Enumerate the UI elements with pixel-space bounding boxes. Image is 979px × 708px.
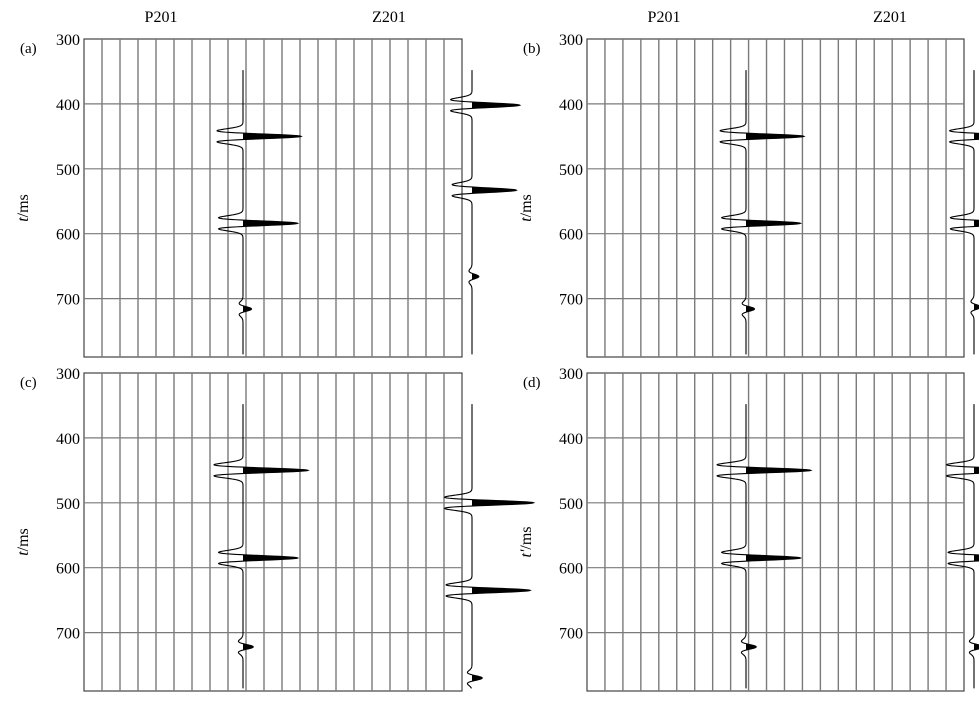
trace-z201 — [449, 70, 522, 355]
trace-fill — [974, 133, 979, 311]
y-tick-label: 400 — [559, 97, 583, 114]
trace-fill — [746, 467, 811, 651]
y-tick-label: 600 — [56, 561, 80, 578]
trace-fill — [243, 133, 302, 313]
trace-p201 — [719, 70, 806, 355]
trace-line — [945, 404, 979, 689]
plot-frame — [83, 38, 463, 358]
y-tick-label: 700 — [559, 292, 583, 309]
y-tick-label: 400 — [56, 97, 80, 114]
trace-line — [716, 404, 813, 689]
y-tick-label: 300 — [56, 366, 80, 383]
plot-frame — [586, 372, 965, 692]
y-tick-label: 400 — [559, 431, 583, 448]
y-tick-label: 600 — [559, 227, 583, 244]
plot-frame — [586, 38, 965, 358]
panel-label: (d) — [523, 375, 541, 391]
panel-c: 300 400 500 600 700 (c) t/ms — [15, 366, 536, 692]
trace-fill — [472, 102, 520, 280]
trace-z201 — [945, 404, 979, 689]
y-axis-label: t/ms — [15, 194, 32, 222]
plot-frame — [83, 372, 463, 692]
trace-fill — [472, 499, 534, 682]
panel-label: (b) — [523, 41, 541, 57]
trace-fill — [974, 467, 979, 651]
y-tick-label: 500 — [56, 162, 80, 179]
series-header-p201-left: P201 — [145, 9, 178, 26]
trace-p201 — [213, 404, 310, 689]
trace-line — [213, 404, 310, 689]
y-tick-label: 500 — [56, 496, 80, 513]
panel-a: 300 400 500 600 700 (a) t/ms — [15, 32, 522, 358]
y-axis-label: t/ms — [15, 528, 32, 556]
y-tick-label: 600 — [559, 561, 583, 578]
series-header-z201-right: Z201 — [873, 9, 907, 26]
trace-line — [449, 70, 522, 355]
series-header-z201-left: Z201 — [372, 9, 406, 26]
trace-p201 — [716, 404, 813, 689]
panel-b: 300 400 500 600 700 (b) t/ms — [518, 32, 979, 358]
y-tick-label: 300 — [559, 366, 583, 383]
panel-label: (a) — [20, 41, 37, 57]
series-header-p201-right: P201 — [648, 9, 681, 26]
y-tick-label: 400 — [56, 431, 80, 448]
trace-line — [948, 70, 979, 355]
y-axis-label: t/ms — [518, 194, 535, 222]
trace-p201 — [216, 70, 303, 355]
y-tick-label: 300 — [56, 32, 80, 49]
y-tick-label: 500 — [559, 162, 583, 179]
y-axis-label: t'/ms — [518, 527, 535, 558]
panel-label: (c) — [20, 375, 37, 391]
trace-line — [443, 404, 536, 689]
y-tick-label: 700 — [56, 626, 80, 643]
panel-d: 300 400 500 600 700 (d) t'/ms — [518, 366, 979, 692]
y-tick-label: 300 — [559, 32, 583, 49]
trace-fill — [746, 133, 804, 313]
trace-z201 — [443, 404, 536, 689]
y-tick-label: 700 — [56, 292, 80, 309]
trace-z201 — [948, 70, 979, 355]
y-tick-label: 500 — [559, 496, 583, 513]
trace-line — [719, 70, 806, 355]
trace-line — [216, 70, 303, 355]
y-tick-label: 700 — [559, 626, 583, 643]
trace-fill — [243, 467, 308, 651]
y-tick-label: 600 — [56, 227, 80, 244]
